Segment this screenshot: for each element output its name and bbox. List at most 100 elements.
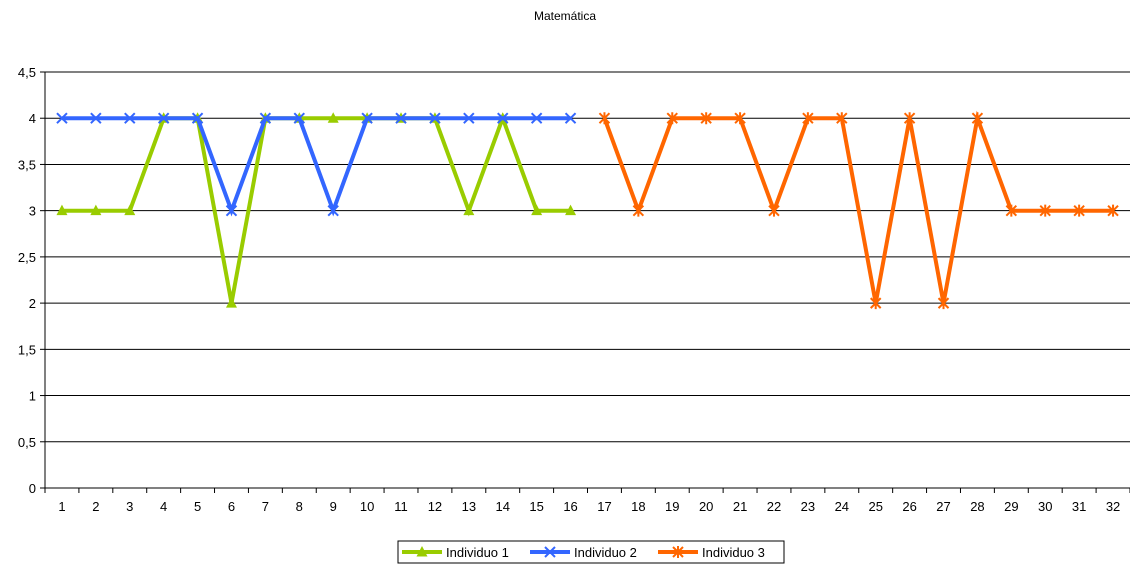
- data-point: [632, 204, 645, 217]
- legend-box: [397, 540, 785, 564]
- series-line: [62, 112, 571, 304]
- data-point: [157, 112, 170, 124]
- x-tick-label: 13: [462, 499, 476, 514]
- legend-marker: [416, 546, 428, 557]
- data-point: [802, 112, 814, 125]
- y-tick-label: 3,5: [18, 157, 36, 172]
- x-tick-label: 18: [631, 499, 645, 514]
- data-point: [225, 297, 237, 308]
- axes: [40, 71, 1130, 493]
- series-2: [56, 112, 577, 217]
- y-tick-label: 3: [29, 204, 36, 219]
- data-point: [836, 112, 848, 125]
- data-point: [565, 204, 577, 216]
- data-point: [327, 112, 339, 123]
- x-tick-label: 19: [665, 499, 679, 514]
- gridlines: [45, 71, 1130, 443]
- x-tick-label: 4: [160, 499, 167, 514]
- legend-label: Individuo 2: [574, 545, 637, 560]
- data-point: [327, 204, 339, 217]
- data-point: [1039, 204, 1051, 217]
- x-tick-label: 14: [496, 499, 510, 514]
- x-tick-labels: 1 2 3 4 5 6 7 8 9 10 11 12 13 14 15 16 17 18 19 20 21 22 23 24 2…: [58, 499, 1120, 514]
- x-tick-label: 21: [733, 499, 747, 514]
- y-tick-label: 4,5: [18, 65, 36, 80]
- series-line: [62, 116, 571, 217]
- data-point: [598, 112, 611, 125]
- x-tick-label: 32: [1106, 499, 1120, 514]
- data-point: [395, 112, 407, 124]
- data-point: [903, 112, 916, 125]
- legend: Individuo 1 Individuo 2 Individuo 3: [397, 540, 785, 564]
- series-layer: [56, 110, 1119, 310]
- x-tick-label: 2: [92, 499, 99, 514]
- x-tick-label: 16: [563, 499, 577, 514]
- x-tick-label: 15: [529, 499, 543, 514]
- y-tick-label: 2: [29, 296, 36, 311]
- y-tick-labels: 0 0,5 1 1,5 2 2,5 3 3,5 4 4,5: [18, 65, 36, 496]
- x-tick-label: 3: [126, 499, 133, 514]
- data-point: [191, 112, 204, 124]
- x-tick-label: 24: [835, 499, 849, 514]
- data-point: [1005, 204, 1018, 217]
- x-tick-label: 29: [1004, 499, 1018, 514]
- data-point: [666, 112, 678, 125]
- data-point: [564, 112, 577, 124]
- data-point: [869, 297, 882, 310]
- x-tick-label: 31: [1072, 499, 1086, 514]
- data-point: [90, 204, 102, 216]
- legend-marker: [544, 546, 556, 558]
- legend-marker: [672, 546, 684, 558]
- x-tick-label: 6: [228, 499, 235, 514]
- x-tick-label: 5: [194, 499, 201, 514]
- data-point: [90, 112, 102, 124]
- y-tick-label: 0: [29, 481, 36, 496]
- data-point: [293, 112, 306, 124]
- series-3: [598, 110, 1119, 310]
- data-point: [463, 112, 475, 124]
- x-tick-label: 8: [296, 499, 303, 514]
- x-tick-label: 7: [262, 499, 269, 514]
- x-tick-label: 30: [1038, 499, 1052, 514]
- x-tick-label: 28: [970, 499, 984, 514]
- x-tick-label: 23: [801, 499, 815, 514]
- x-tick-label: 25: [868, 499, 882, 514]
- data-point: [768, 204, 780, 217]
- data-point: [56, 112, 68, 124]
- data-point: [971, 112, 984, 125]
- x-tick-label: 12: [428, 499, 442, 514]
- data-point: [1107, 204, 1119, 217]
- data-point: [463, 204, 475, 216]
- x-tick-label: 17: [597, 499, 611, 514]
- data-point: [497, 112, 509, 124]
- data-point: [700, 112, 712, 125]
- legend-label: Individuo 3: [702, 545, 765, 560]
- data-point: [124, 112, 136, 124]
- y-tick-label: 2,5: [18, 250, 36, 265]
- x-tick-label: 27: [936, 499, 950, 514]
- x-tick-label: 20: [699, 499, 713, 514]
- data-point: [56, 204, 68, 216]
- y-tick-label: 1,5: [18, 342, 36, 357]
- data-point: [429, 112, 441, 124]
- data-point: [361, 112, 373, 124]
- x-tick-label: 10: [360, 499, 374, 514]
- x-tick-label: 22: [767, 499, 781, 514]
- chart-title: Matemática: [534, 9, 596, 23]
- series-line: [602, 110, 1113, 304]
- series-1: [56, 112, 577, 308]
- x-tick-label: 11: [394, 499, 408, 514]
- data-point: [937, 297, 950, 310]
- y-tick-label: 1: [29, 389, 36, 404]
- y-tick-label: 4: [29, 111, 36, 126]
- x-tick-label: 9: [330, 499, 337, 514]
- data-point: [1073, 204, 1085, 217]
- legend-label: Individuo 1: [446, 545, 509, 560]
- data-point: [530, 112, 543, 124]
- x-tick-label: 26: [902, 499, 916, 514]
- data-point: [734, 112, 746, 125]
- data-point: [531, 204, 543, 216]
- data-point: [259, 112, 272, 124]
- data-point: [124, 204, 136, 216]
